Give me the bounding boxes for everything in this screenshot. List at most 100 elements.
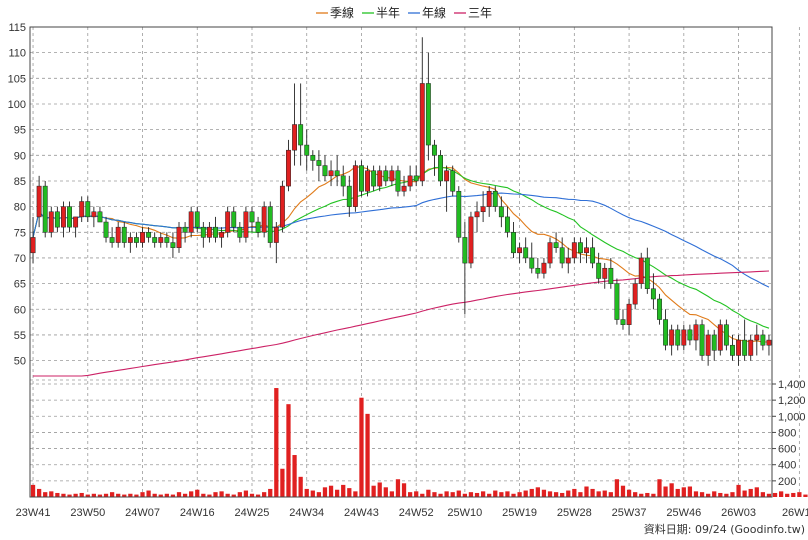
candle-body: [736, 339, 741, 356]
x-tick-label: 26W13: [782, 507, 808, 519]
candle-body: [206, 226, 212, 238]
volume-tick-label: 1,000: [778, 411, 806, 423]
volume-bar: [797, 492, 802, 497]
candle-body: [541, 262, 547, 274]
volume-bar: [675, 488, 680, 497]
volume-bar: [462, 493, 467, 497]
legend-label-three-year: 三年: [468, 6, 492, 20]
volume-bar: [140, 492, 145, 497]
volume-bar: [335, 489, 340, 497]
volume-bar: [572, 488, 577, 497]
volume-bar: [341, 484, 346, 497]
price-tick-label: 90: [14, 150, 26, 162]
volume-bar: [395, 479, 401, 497]
volume-bar: [566, 490, 571, 497]
volume-bar: [420, 493, 425, 497]
volume-bar: [699, 492, 705, 497]
volume-bar: [620, 485, 626, 497]
price-tick-label: 70: [14, 253, 26, 265]
candle-body: [127, 237, 133, 243]
volume-bar: [553, 492, 559, 497]
volume-bar: [450, 492, 455, 497]
volume-bar: [748, 488, 753, 497]
x-tick-label: 24W52: [399, 507, 434, 519]
volume-bar: [505, 491, 510, 497]
candle-body: [377, 170, 383, 187]
candle-body: [705, 334, 711, 356]
candle-body: [225, 211, 231, 233]
volume-bar: [687, 486, 693, 497]
price-tick-label: 60: [14, 304, 26, 316]
candle-body: [219, 232, 225, 238]
candle-body: [54, 211, 60, 228]
x-tick-label: 25W10: [447, 507, 482, 519]
volume-bar: [316, 492, 322, 497]
x-tick-label: 24W34: [289, 507, 324, 519]
volume-bar: [55, 492, 60, 497]
volume-bar: [401, 483, 407, 497]
candle-body: [632, 283, 638, 305]
candle-body: [170, 242, 176, 248]
volume-bar: [365, 413, 370, 497]
volume-bar: [657, 479, 662, 497]
volume-bar: [213, 492, 218, 497]
candle-body: [480, 206, 486, 213]
candle-body: [91, 211, 97, 218]
x-tick-label: 25W19: [502, 507, 537, 519]
price-tick-label: 65: [14, 279, 26, 291]
candle-body: [310, 155, 316, 161]
volume-bar: [754, 487, 759, 497]
volume-bar: [669, 483, 674, 497]
volume-bar: [499, 492, 504, 497]
volume-bar: [535, 487, 540, 497]
price-tick-label: 95: [14, 125, 26, 137]
axis-labels: 50 55 60 65 70 75 80 85 90 95 100 105 110 115 200 400 60…: [8, 22, 808, 519]
volume-bar: [128, 493, 133, 497]
volume-bar: [189, 491, 194, 497]
legend: 季線 半年 年線 三年: [316, 5, 492, 20]
volume-bar: [474, 492, 480, 497]
x-tick-label: 25W37: [612, 507, 647, 519]
candle-body: [267, 206, 273, 243]
candle-body: [590, 247, 596, 264]
candle-body: [328, 170, 334, 177]
candle-body: [200, 226, 206, 238]
candle-body: [109, 237, 115, 243]
candle-body: [237, 226, 243, 238]
candle-body: [97, 211, 103, 223]
volume-bar: [274, 388, 279, 497]
volume-bar: [85, 494, 90, 497]
volume-bar: [231, 494, 236, 497]
candle-body: [231, 211, 237, 228]
volume-bar: [225, 493, 230, 497]
volume-bar: [529, 488, 534, 497]
candle-body: [298, 124, 304, 146]
volume-bar: [693, 491, 699, 497]
volume-bar: [383, 487, 388, 497]
candle-body: [547, 242, 553, 264]
candle-body: [638, 257, 644, 284]
candle-body: [602, 267, 608, 279]
candle-body: [742, 339, 748, 356]
volume-bar: [681, 487, 686, 497]
candle-body: [243, 211, 249, 238]
candle-body: [498, 206, 504, 218]
price-tick-label: 85: [14, 176, 26, 188]
grid: [30, 26, 800, 497]
volume-bar: [201, 493, 206, 497]
candle-body: [693, 324, 699, 341]
x-tick-label: 24W16: [180, 507, 215, 519]
volume-bar: [328, 485, 334, 497]
price-tick-label: 115: [8, 22, 26, 34]
volume-bar: [122, 494, 127, 497]
volume-bar: [152, 493, 157, 497]
volume-bar: [134, 494, 139, 497]
volume-bar: [292, 455, 297, 497]
volume-bar: [304, 488, 309, 497]
candle-body: [760, 334, 766, 346]
volume-bar: [608, 492, 613, 497]
candle-body: [340, 175, 346, 187]
candle-body: [61, 206, 66, 228]
candle-body: [292, 124, 298, 151]
